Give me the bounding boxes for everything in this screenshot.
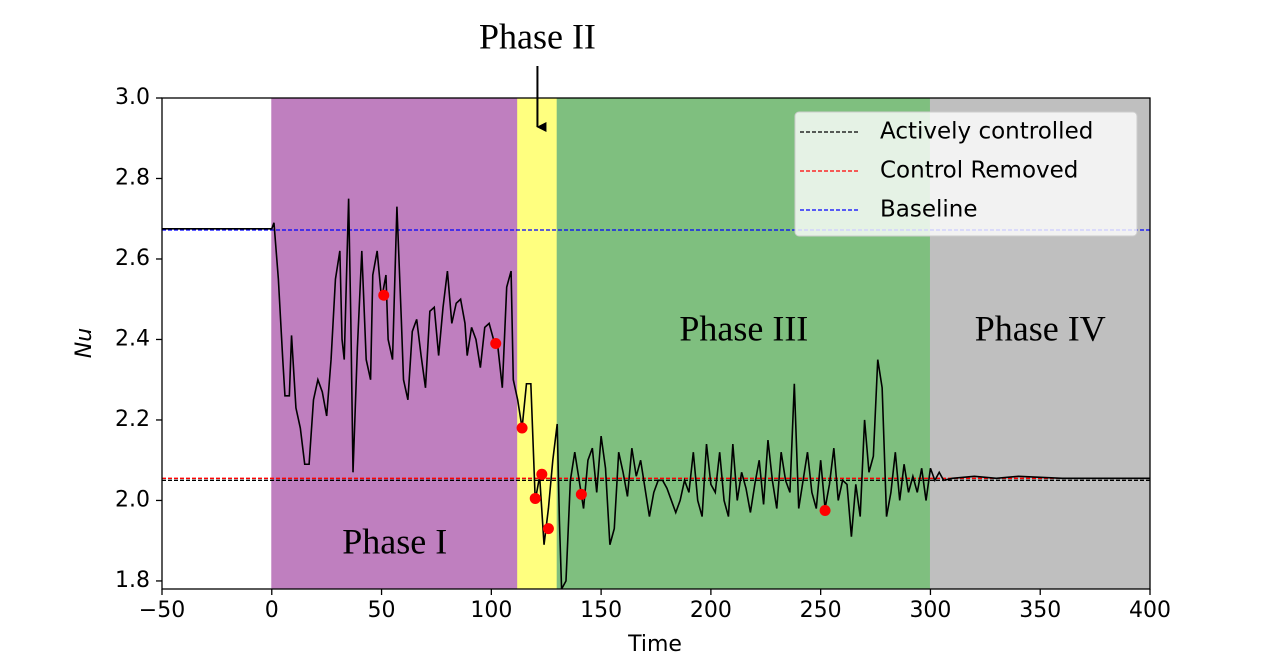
plot-frame (161, 97, 1151, 590)
legend-label: Control Removed (880, 158, 1078, 184)
legend-box (794, 111, 1138, 237)
y-tick-label: 2.0 (115, 487, 150, 512)
y-tick-label: 1.8 (115, 568, 150, 593)
phase-label: Phase III (679, 308, 808, 348)
phase-label: Phase IV (975, 308, 1106, 348)
phase-region (517, 97, 558, 590)
marker-point (575, 488, 587, 500)
nu-line (162, 198, 1150, 589)
x-tick-label: 400 (1129, 598, 1171, 623)
overlay: Phase I Phase II Phase III Phase IV −50 0 50 10… (115, 16, 1171, 623)
x-tick-label: 350 (1019, 598, 1061, 623)
y-tick-label: 2.6 (115, 246, 150, 271)
phase-label: Phase II (479, 16, 596, 56)
legend-label: Actively controlled (880, 119, 1093, 145)
y-tick-label: 2.4 (115, 326, 150, 351)
marker-point (516, 422, 528, 434)
legend-label: Baseline (880, 197, 978, 223)
marker-point (490, 338, 502, 349)
x-axis-label: Time (627, 632, 682, 657)
y-tick-label: 2.8 (115, 165, 150, 190)
phase-region (271, 97, 519, 590)
marker-point (529, 492, 541, 504)
marker-point (542, 523, 554, 535)
y-axis-label: Nu (72, 328, 97, 358)
phase-label: Phase I (342, 521, 447, 561)
x-tick-label: −50 (139, 598, 185, 623)
y-tick-label: 2.2 (115, 407, 150, 432)
x-tick-label: 150 (580, 598, 622, 623)
marker-point (378, 289, 390, 301)
marker-point (536, 468, 548, 480)
x-tick-label: 50 (368, 598, 396, 623)
x-tick-label: 250 (800, 598, 842, 623)
x-tick-label: 100 (470, 598, 512, 623)
x-tick-label: 200 (690, 598, 732, 623)
x-tick-label: 0 (265, 598, 279, 623)
x-tick-label: 300 (909, 598, 951, 623)
marker-point (819, 505, 831, 517)
y-tick-label: 3.0 (115, 85, 150, 110)
